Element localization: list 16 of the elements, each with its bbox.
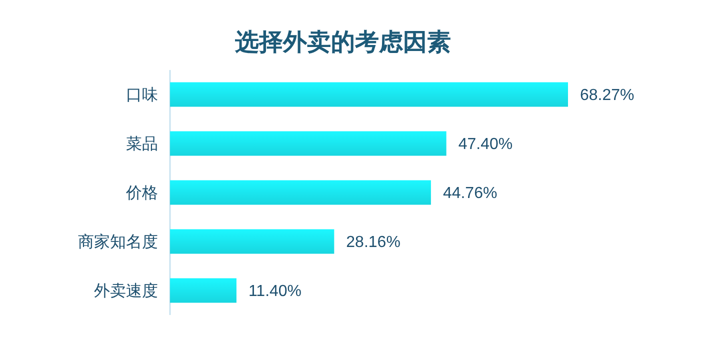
bar: [170, 278, 236, 303]
data-label: 68.27%: [580, 87, 634, 104]
data-label: 47.40%: [458, 136, 513, 154]
y-tick-label: 菜品: [126, 134, 158, 154]
chart-title: 选择外卖的考虑因素: [234, 28, 451, 56]
bar: [170, 131, 446, 156]
y-tick-label: 商家知名度: [78, 232, 158, 252]
bar: [170, 82, 568, 107]
data-label: 11.40%: [248, 283, 302, 300]
y-tick-label: 价格: [125, 183, 158, 202]
y-tick-label: 外卖速度: [94, 281, 158, 300]
bar: [170, 180, 431, 205]
data-label: 28.16%: [346, 234, 400, 252]
bar: [170, 229, 334, 254]
data-label: 44.76%: [442, 185, 498, 202]
y-tick-label: 口味: [126, 85, 158, 104]
